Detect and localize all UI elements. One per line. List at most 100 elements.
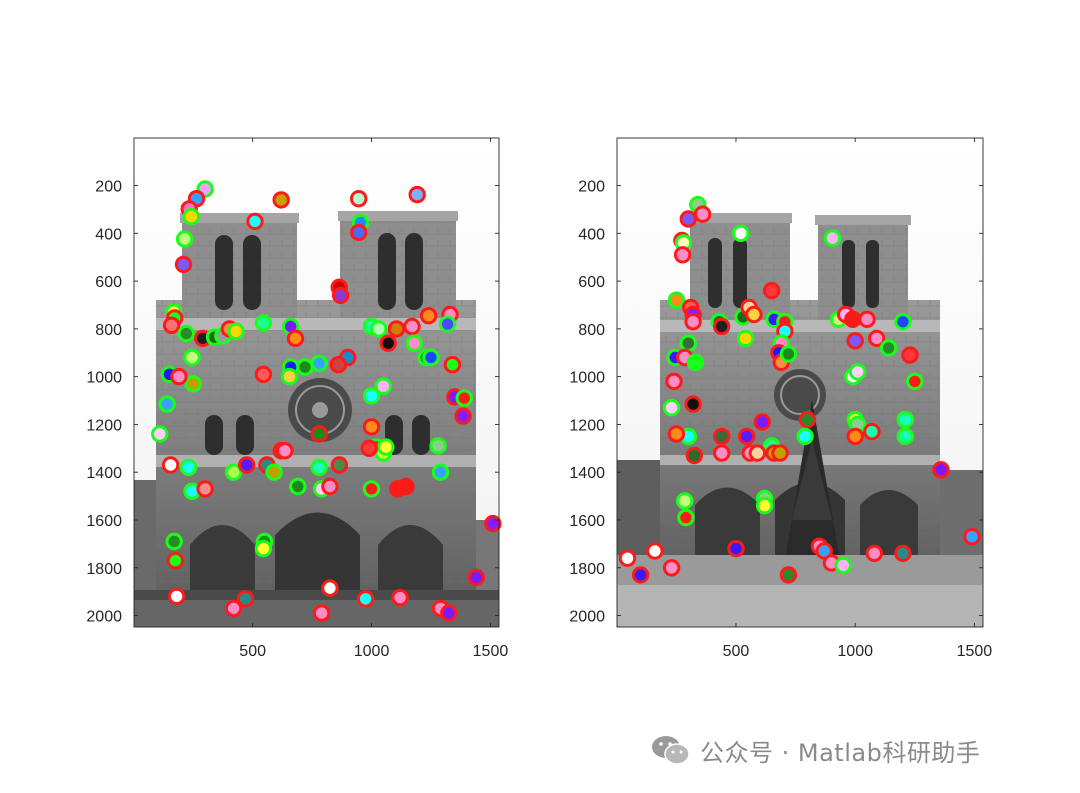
y-tick-label: 1200 xyxy=(569,417,605,434)
feature-point-marker xyxy=(167,587,186,606)
feature-point-marker xyxy=(183,348,201,367)
feature-point-marker xyxy=(162,316,181,334)
y-tick-label: 1400 xyxy=(569,465,605,482)
feature-point-marker xyxy=(906,372,924,391)
feature-point-marker xyxy=(823,229,842,247)
x-tick-label: 1000 xyxy=(837,643,873,660)
feature-point-marker xyxy=(170,367,188,386)
y-tick-label: 1000 xyxy=(86,370,122,387)
feature-point-marker xyxy=(896,410,914,429)
feature-point-marker xyxy=(379,334,397,352)
feature-point-marker xyxy=(312,604,331,622)
feature-point-marker xyxy=(227,322,245,340)
feature-point-marker xyxy=(431,463,450,481)
feature-point-marker xyxy=(894,544,912,563)
feature-point-marker xyxy=(374,377,393,395)
y-tick-label: 1400 xyxy=(86,465,122,482)
feature-point-marker xyxy=(166,551,185,570)
feature-point-marker xyxy=(662,399,681,417)
feature-point-marker xyxy=(846,332,864,350)
x-tick-label: 500 xyxy=(723,643,750,660)
feature-point-marker xyxy=(443,356,462,374)
feature-point-marker xyxy=(455,389,473,407)
left-x-axis: 500 1000 1500 xyxy=(239,138,508,660)
feature-point-marker xyxy=(276,442,294,460)
left-cathedral-image xyxy=(134,138,499,627)
feature-point-marker xyxy=(182,207,201,226)
feature-point-marker xyxy=(685,446,703,465)
feature-point-marker xyxy=(397,477,415,496)
y-tick-label: 1200 xyxy=(86,417,122,434)
feature-point-marker xyxy=(236,590,255,608)
feature-point-marker xyxy=(151,425,169,443)
feature-point-marker xyxy=(713,317,731,336)
feature-point-marker xyxy=(763,281,781,300)
feature-point-marker xyxy=(286,329,305,348)
feature-point-marker xyxy=(321,477,339,496)
feature-point-marker xyxy=(405,334,423,352)
feature-point-marker xyxy=(265,463,283,481)
feature-point-marker xyxy=(391,588,409,607)
feature-point-marker xyxy=(686,353,705,371)
wechat-icon xyxy=(652,736,690,765)
feature-point-marker xyxy=(177,324,196,343)
feature-point-marker xyxy=(419,307,438,325)
feature-point-marker xyxy=(310,458,328,477)
feature-point-marker xyxy=(310,354,328,373)
feature-point-marker xyxy=(175,230,194,248)
x-tick-label: 500 xyxy=(239,643,266,660)
feature-point-marker xyxy=(673,246,692,264)
feature-point-marker xyxy=(779,566,798,584)
feature-point-marker xyxy=(676,492,694,510)
watermark: 公众号 · Matlab科研助手 xyxy=(650,732,1070,768)
feature-point-marker xyxy=(667,425,686,443)
left-axes: 200 400 600 800 1000 1200 1400 1600 1800 2000 500… xyxy=(86,137,508,660)
feature-point-marker xyxy=(224,463,243,481)
feature-point-marker xyxy=(618,549,637,567)
feature-point-marker xyxy=(662,559,681,577)
y-tick-label: 600 xyxy=(578,274,605,291)
feature-point-marker xyxy=(289,477,307,496)
feature-point-marker xyxy=(863,422,881,441)
feature-point-marker xyxy=(254,539,273,558)
feature-point-marker xyxy=(684,313,702,331)
feature-point-marker xyxy=(901,346,919,364)
right-axes: 200 400 600 800 1000 1200 1400 1600 1800 2000 500… xyxy=(569,137,992,660)
feature-point-marker xyxy=(932,461,950,479)
feature-point-marker xyxy=(362,480,381,498)
feature-point-marker xyxy=(894,313,912,331)
feature-point-marker xyxy=(713,427,731,446)
feature-point-marker xyxy=(403,317,421,336)
feature-point-marker xyxy=(377,438,395,456)
feature-point-marker xyxy=(665,372,683,391)
feature-point-marker xyxy=(331,286,350,305)
feature-point-marker xyxy=(246,212,264,231)
y-tick-label: 800 xyxy=(578,322,605,339)
feature-point-marker xyxy=(834,556,852,575)
feature-point-marker xyxy=(693,205,712,223)
feature-point-marker xyxy=(454,407,472,425)
x-tick-label: 1500 xyxy=(473,643,509,660)
feature-point-marker xyxy=(272,191,290,209)
feature-point-marker xyxy=(679,334,697,352)
feature-point-marker xyxy=(174,255,193,274)
left-feature-markers xyxy=(151,180,502,622)
feature-point-marker xyxy=(963,528,981,546)
right-cathedral-image xyxy=(617,138,983,627)
feature-point-marker xyxy=(865,544,883,563)
feature-point-marker xyxy=(848,363,867,381)
feature-point-marker xyxy=(254,365,273,383)
feature-point-marker xyxy=(408,185,426,204)
feature-point-marker xyxy=(184,375,202,393)
feature-point-marker xyxy=(196,480,214,498)
y-tick-label: 1800 xyxy=(86,561,122,578)
feature-point-marker xyxy=(677,508,695,527)
y-tick-label: 1000 xyxy=(569,370,605,387)
feature-point-marker xyxy=(846,427,864,446)
feature-point-marker xyxy=(484,514,502,533)
feature-point-marker xyxy=(631,566,650,584)
feature-point-marker xyxy=(360,439,378,457)
feature-point-marker xyxy=(727,539,745,558)
feature-point-marker xyxy=(745,305,763,324)
feature-point-marker xyxy=(844,310,862,328)
